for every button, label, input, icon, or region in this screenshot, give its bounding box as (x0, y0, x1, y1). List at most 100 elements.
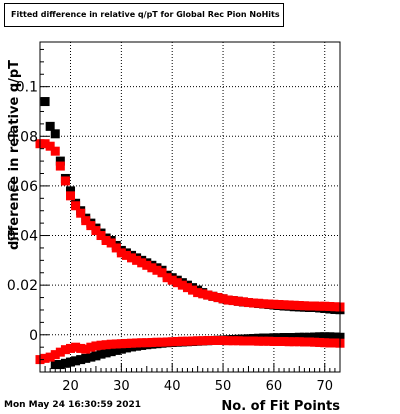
y-tick-label: 0.1 (16, 80, 38, 96)
series-1-point (188, 285, 198, 295)
series-2-point (330, 332, 340, 342)
series-1-point (167, 275, 177, 285)
series-3-point (198, 336, 208, 346)
series-3-point (223, 336, 233, 346)
series-2-point (60, 358, 70, 368)
series-1-point (213, 293, 223, 303)
series-1-point (315, 301, 325, 311)
series-3-point (299, 337, 309, 347)
series-1-point (76, 208, 86, 218)
series-1-point (310, 301, 320, 311)
series-1-point (106, 238, 116, 248)
series-1-point (193, 288, 203, 298)
series-0-point (40, 97, 50, 107)
series-1-point (228, 296, 238, 306)
series-3-point (233, 336, 243, 346)
series-1-point (208, 291, 218, 301)
series-3-point (238, 336, 248, 346)
series-1-point (294, 301, 304, 311)
series-3-point (162, 337, 172, 347)
series-1-point (243, 298, 253, 308)
series-3-point (55, 347, 65, 357)
series-3-point (228, 336, 238, 346)
x-axis-label: No. of Fit Points (221, 399, 340, 414)
series-3-point (76, 343, 86, 353)
series-1-point (264, 299, 274, 309)
series-1-point (111, 243, 121, 253)
series-3-point (147, 337, 157, 347)
series-1-point (218, 294, 228, 304)
series-3-point (325, 338, 335, 348)
series-1-point (223, 295, 233, 305)
series-2-point (91, 351, 101, 361)
series-0-point (50, 129, 60, 139)
y-tick-label: 0.02 (7, 278, 38, 294)
chart-title: Fitted difference in relative q/pT for G… (11, 10, 280, 19)
series-1-point (299, 301, 309, 311)
series-2-point (55, 360, 65, 370)
series-1-point (157, 268, 167, 278)
series-3-point (304, 337, 314, 347)
series-1-point (284, 300, 294, 310)
series-3-point (310, 337, 320, 347)
series-3-point (106, 339, 116, 349)
series-1-point (182, 283, 192, 293)
y-tick-label: 0.06 (7, 179, 38, 195)
series-2-point (96, 349, 106, 359)
x-tick-label: 50 (215, 379, 232, 394)
ticks-layer (39, 48, 341, 372)
series-1-point (198, 289, 208, 299)
series-3-point (142, 338, 152, 348)
series-2-point (76, 355, 86, 365)
series-0-point (55, 156, 65, 166)
series-3-point (116, 339, 126, 349)
y-tick-label: 0.08 (7, 129, 38, 145)
series-1-point (55, 161, 65, 171)
series-3-point (101, 340, 111, 350)
series-1-point (66, 191, 76, 201)
series-3-point (111, 339, 121, 349)
points-layer (35, 97, 345, 370)
series-1-point (259, 299, 269, 309)
series-3-point (213, 335, 223, 345)
series-1-point (96, 231, 106, 241)
series-1-point (45, 141, 55, 151)
series-3-point (243, 336, 253, 346)
x-tick-label: 70 (316, 379, 333, 394)
series-2-point (66, 357, 76, 367)
series-2-point (86, 352, 96, 362)
series-3-point (315, 337, 325, 347)
series-1-point (249, 298, 259, 308)
series-1-point (172, 278, 182, 288)
y-tick-label: 0 (29, 328, 38, 344)
series-1-point (127, 253, 137, 263)
series-1-point (152, 265, 162, 275)
series-3-point (81, 344, 91, 354)
series-2-point (71, 356, 81, 366)
series-3-point (45, 352, 55, 362)
series-2-point (304, 332, 314, 342)
title-box: Fitted difference in relative q/pT for G… (4, 3, 284, 27)
series-1-point (233, 296, 243, 306)
x-tick-label: 30 (113, 379, 130, 394)
series-1-point (304, 301, 314, 311)
series-2-point (106, 347, 116, 357)
series-3-point (177, 336, 187, 346)
timestamp: Mon May 24 16:30:59 2021 (4, 400, 142, 410)
series-1-point (71, 201, 81, 211)
series-1-point (330, 302, 340, 312)
x-tick-label: 60 (266, 379, 283, 394)
grid-layer (40, 42, 340, 372)
series-0-point (45, 121, 55, 131)
series-3-point (50, 350, 60, 360)
series-3-point (182, 336, 192, 346)
series-3-point (60, 345, 70, 355)
series-3-point (193, 336, 203, 346)
series-1-point (238, 297, 248, 307)
x-tick-label: 40 (164, 379, 181, 394)
series-3-point (264, 336, 274, 346)
series-3-point (279, 336, 289, 346)
series-3-point (320, 338, 330, 348)
series-3-point (284, 337, 294, 347)
